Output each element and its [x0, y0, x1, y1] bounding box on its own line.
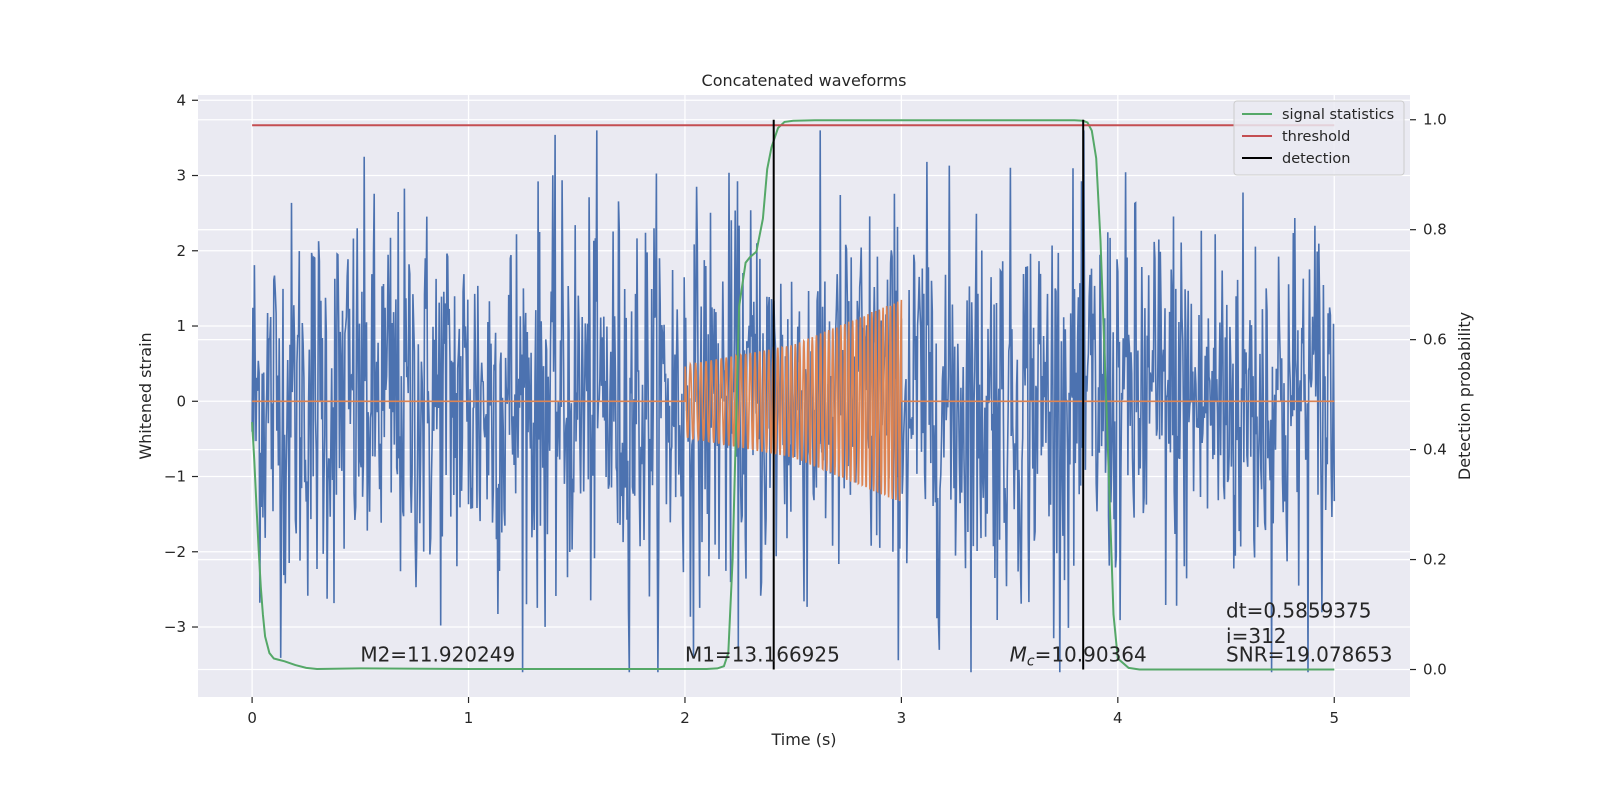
y2-tick-label: 0.8	[1423, 221, 1447, 239]
y2-tick-label: 0.4	[1423, 441, 1447, 459]
x-tick-label: 5	[1329, 709, 1339, 727]
x-tick-label: 1	[464, 709, 474, 727]
y2-tick-label: 0.6	[1423, 331, 1447, 349]
x-tick-label: 4	[1113, 709, 1123, 727]
annotation-text: i=312	[1226, 624, 1287, 648]
y2-tick-label: 0.2	[1423, 551, 1447, 569]
signal-statistics-line	[251, 119, 1335, 671]
x-tick-label: 2	[680, 709, 690, 727]
annotations: M2=11.920249 M1=13.166925 Mc=10.90364 SNR=1…	[360, 598, 1392, 669]
annotation-text: M2=11.920249	[360, 642, 515, 666]
y-tick-label: 4	[176, 91, 186, 109]
y-axis-title: Whitened strain	[136, 332, 155, 459]
annotation-text: SNR=19.078653	[1226, 642, 1392, 666]
y-tick-label: −1	[164, 468, 186, 486]
series-layer	[251, 119, 1336, 673]
y-tick-label: −2	[164, 543, 186, 561]
legend-label: threshold	[1282, 129, 1350, 145]
chart-title: Concatenated waveforms	[702, 71, 907, 90]
ticks: 0 1 2 3 4 5 −3 −2 −1 0 1 2 3 4 0.0 0.2 0.4 0.6 0.8 1.0	[164, 91, 1447, 727]
y-tick-label: 1	[176, 317, 186, 335]
y2-tick-label: 1.0	[1423, 111, 1447, 129]
y-tick-label: 2	[176, 242, 186, 260]
annotation-text: Mc=10.90364	[1010, 642, 1147, 669]
template-waveform-line	[252, 299, 1335, 502]
x-axis-title: Time (s)	[770, 730, 836, 749]
legend: signal statistics threshold detection	[1233, 100, 1405, 176]
x-tick-label: 0	[247, 709, 257, 727]
y-tick-label: 0	[176, 392, 186, 410]
legend-label: detection	[1282, 151, 1350, 167]
y-tick-label: −3	[164, 618, 186, 636]
legend-box	[1233, 100, 1405, 176]
legend-label: signal statistics	[1282, 107, 1394, 123]
y-tick-label: 3	[176, 167, 186, 185]
y2-axis-title: Detection probability	[1455, 312, 1474, 480]
annotation-text: M1=13.166925	[685, 642, 840, 666]
x-tick-label: 3	[897, 709, 907, 727]
y2-tick-label: 0.0	[1423, 661, 1447, 679]
annotation-text: dt=0.5859375	[1226, 598, 1371, 622]
